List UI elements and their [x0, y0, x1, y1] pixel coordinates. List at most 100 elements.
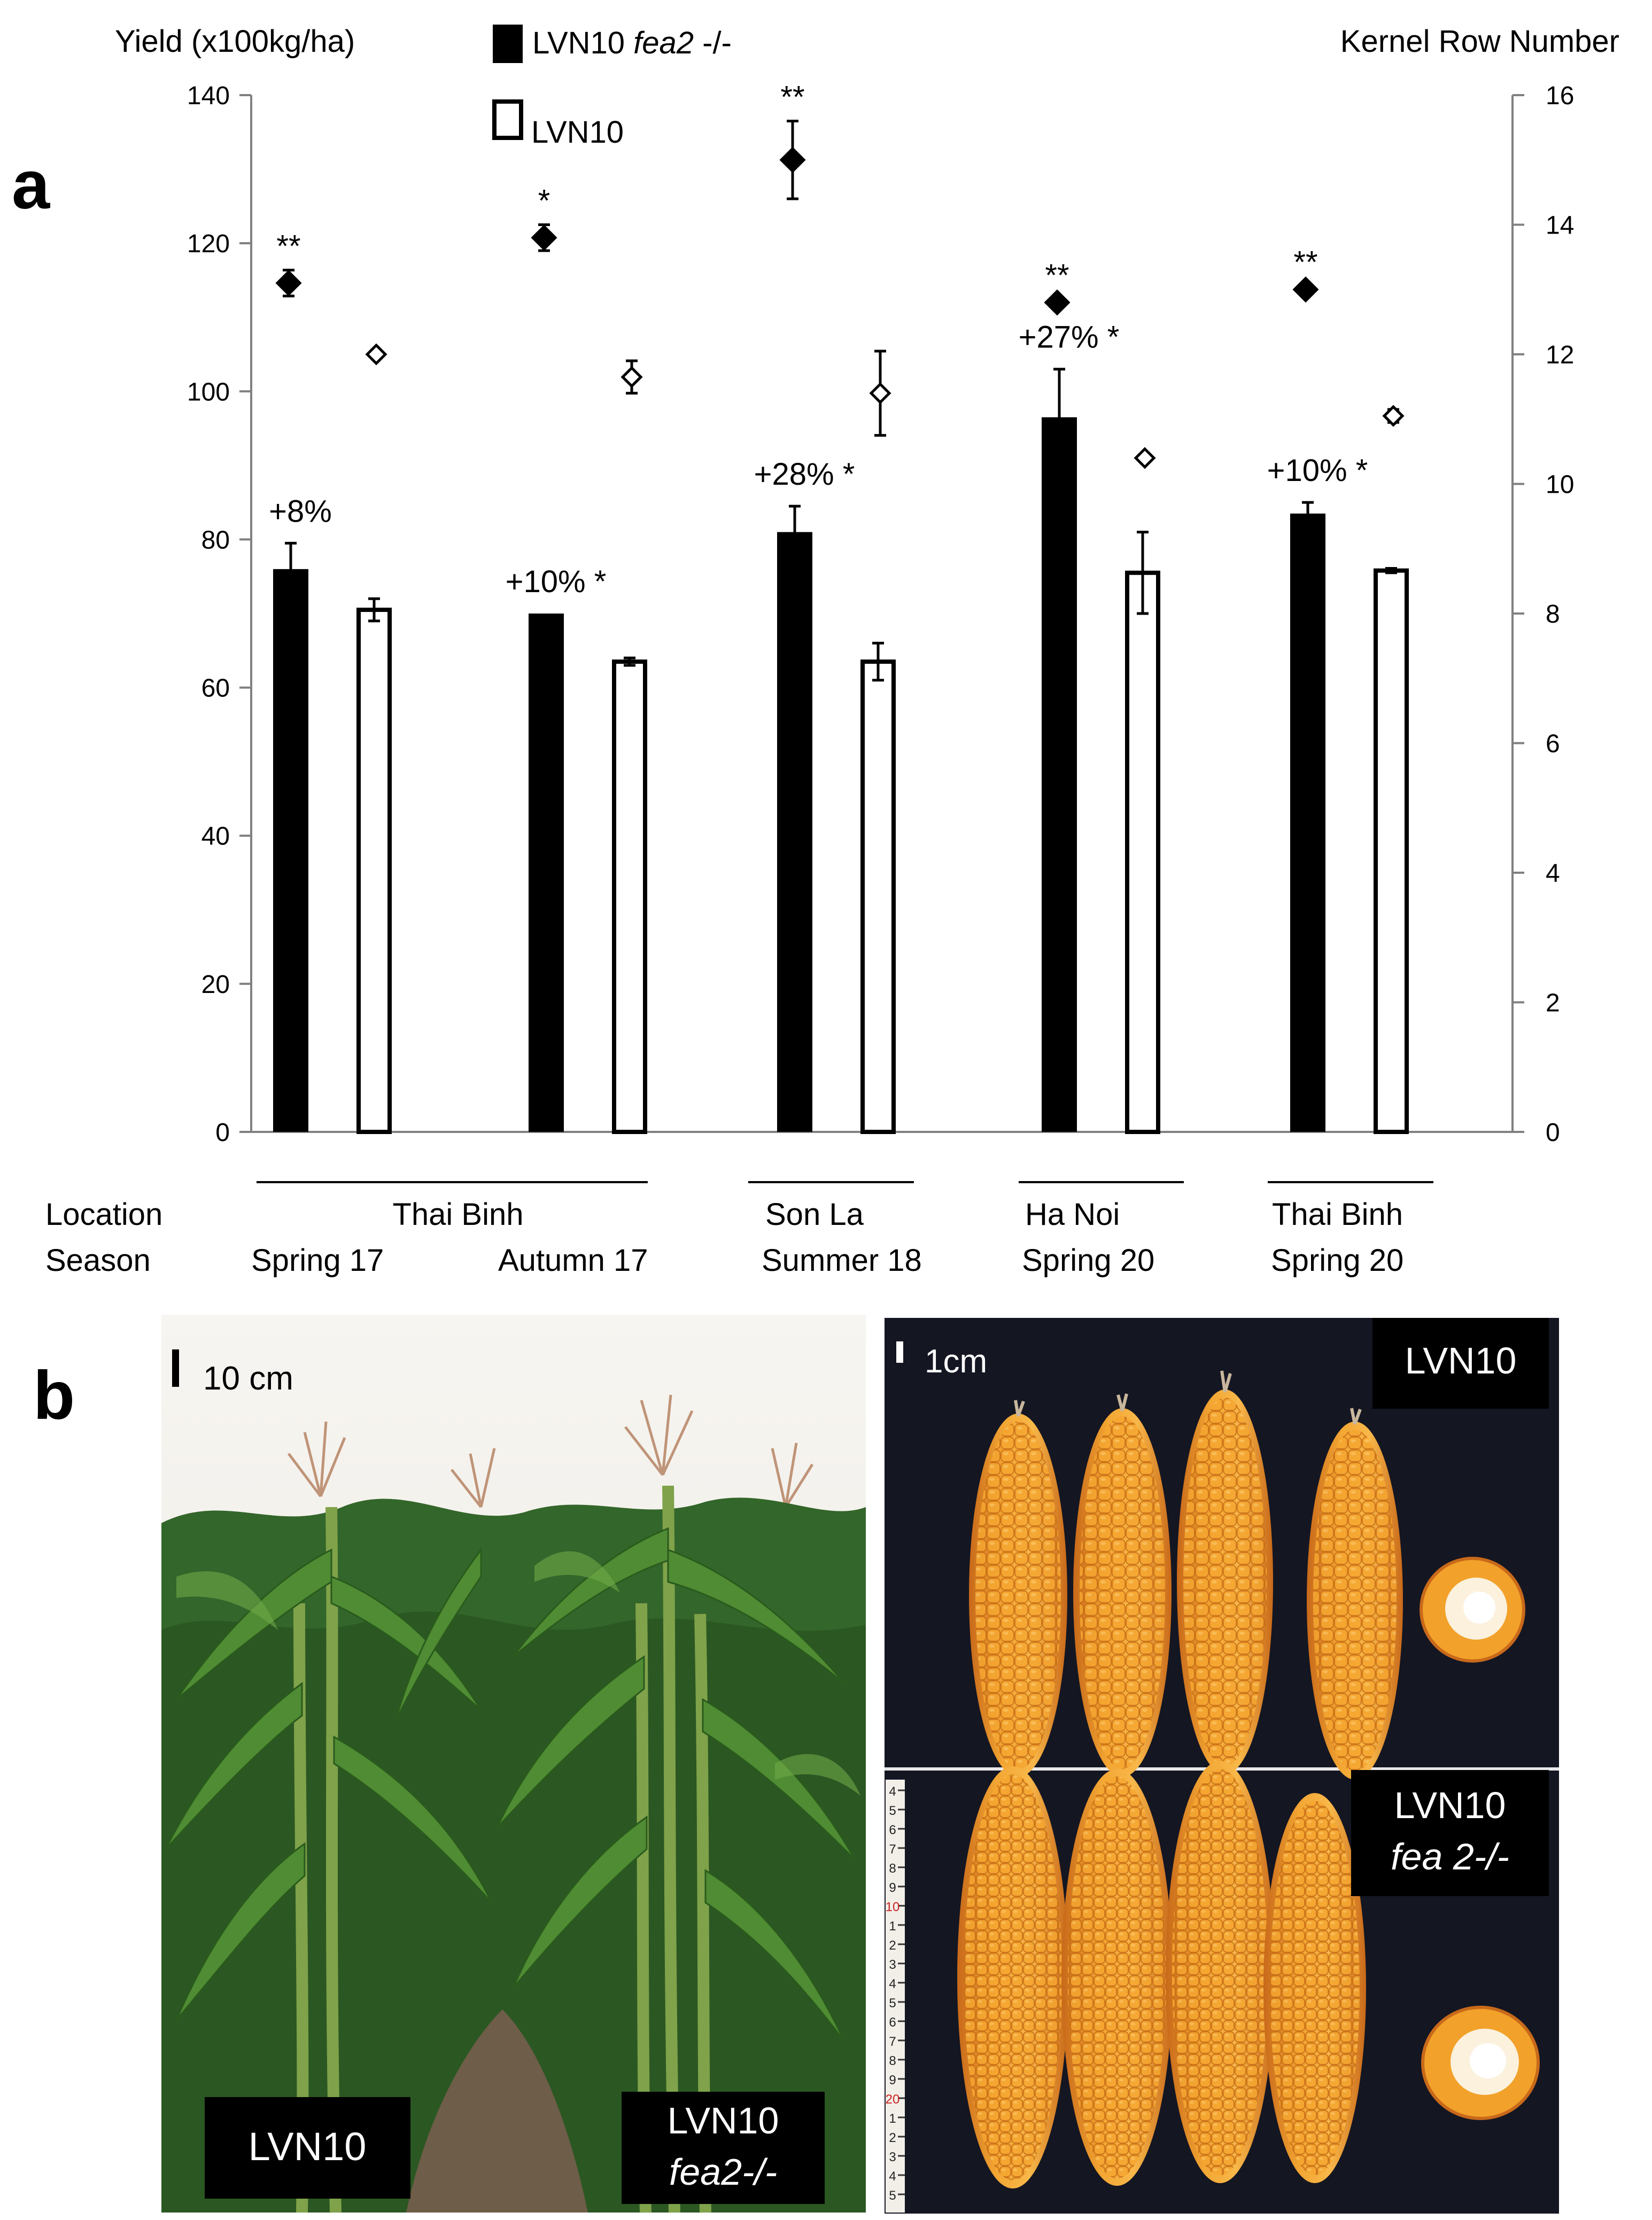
marker-krn-wildtype	[621, 366, 643, 388]
row-significance-annotation: **	[1045, 258, 1069, 293]
bar-mutant	[1042, 417, 1077, 1132]
ruler-digit: 9	[889, 1881, 896, 1895]
plant-label-right-line1: LVN10	[668, 2100, 779, 2141]
panel-b-label: b	[33, 1357, 75, 1434]
right-tick-label: 4	[1546, 859, 1560, 888]
left-tick-label: 20	[201, 971, 230, 999]
marker-krn-wildtype	[869, 382, 891, 405]
bar-percent-annotation: +10% *	[1267, 453, 1368, 488]
left-tick-label: 60	[201, 674, 230, 703]
season-label: Spring 17	[251, 1243, 384, 1278]
ruler-digit: 20	[886, 2092, 900, 2107]
ruler-digit: 4	[889, 1977, 896, 1991]
kernel-row-series	[275, 120, 1405, 469]
ruler-digit: 5	[889, 2188, 896, 2203]
left-tick-label: 40	[201, 822, 230, 851]
ruler-digit: 8	[889, 2054, 896, 2068]
left-tick-label: 100	[187, 378, 230, 406]
right-tick-label: 12	[1546, 341, 1574, 369]
plant-label-box-right	[622, 2092, 825, 2204]
ruler-digit: 2	[889, 1938, 896, 1953]
ruler-digit: 4	[889, 2169, 896, 2184]
season-label: Spring 20	[1271, 1243, 1403, 1278]
wildtype-ears	[969, 1370, 1525, 1780]
right-tick-label: 0	[1546, 1119, 1560, 1147]
ear-label-bottom-line2: fea 2-/-	[1391, 1836, 1509, 1877]
panel-a-label: a	[12, 147, 50, 223]
left-tick-label: 0	[215, 1119, 230, 1147]
right-axis-ticks: 0 2 4 6 8 10 12 14 16	[1513, 82, 1574, 1147]
yield-chart: a Yield (x100kg/ha) Kernel Row Number LV…	[12, 24, 1619, 1278]
ear-scale-label: 1cm	[925, 1343, 987, 1380]
photo-panel: b	[33, 1315, 1559, 2214]
maize-ears-photo: 4 5 6 7 8 9 10 1 2 3 4 5 6 7 8 9 20 1 2 3 4 5 1cm LVN10 LVN10…	[885, 1318, 1559, 2214]
bar-mutant	[1290, 513, 1325, 1132]
season-row-label: Season	[45, 1243, 151, 1278]
bar-wildtype	[1374, 568, 1409, 1134]
ear-label-top: LVN10	[1405, 1340, 1517, 1381]
left-tick-label: 140	[187, 82, 230, 110]
plant-scale-bar	[172, 1349, 179, 1387]
left-tick-label: 80	[201, 526, 230, 554]
ear-label-bottom-line1: LVN10	[1394, 1784, 1506, 1826]
plant-label-right-line2: fea2-/-	[669, 2151, 777, 2193]
ruler-digit: 6	[889, 2015, 896, 2030]
ruler-digit: 2	[889, 2131, 896, 2145]
marker-krn-mutant	[779, 146, 806, 173]
ruler-digit: 5	[889, 1996, 896, 2011]
bar-percent-annotation: +27% *	[1019, 320, 1120, 355]
bar-percent-annotation: +28% *	[754, 457, 855, 492]
marker-krn-mutant	[275, 270, 302, 297]
marker-krn-mutant	[1292, 276, 1319, 303]
right-tick-label: 10	[1546, 471, 1574, 499]
ruler-digit: 1	[889, 1919, 896, 1934]
location-label: Thai Binh	[392, 1197, 523, 1232]
right-tick-label: 6	[1546, 730, 1560, 758]
ruler-digit: 4	[889, 1784, 896, 1799]
marker-krn-mutant	[531, 224, 557, 251]
ruler-digit: 6	[889, 1823, 896, 1837]
legend-swatch-wildtype	[492, 99, 523, 140]
bar-wildtype	[356, 608, 392, 1134]
legend-label-wildtype: LVN10	[531, 115, 624, 150]
bar-series	[273, 368, 1409, 1134]
marker-krn-mutant	[1044, 289, 1071, 316]
ruler-digit: 9	[889, 2073, 896, 2087]
ruler-digit: 3	[889, 1958, 896, 1972]
plant-scale-label: 10 cm	[203, 1360, 293, 1397]
ear-label-box-top	[1372, 1318, 1549, 1409]
ruler-digit: 3	[889, 2150, 896, 2164]
season-label: Autumn 17	[498, 1243, 648, 1278]
mutant-ears	[957, 1761, 1540, 2188]
maize-plants-photo: 10 cm LVN10 LVN10 fea2-/-	[161, 1315, 866, 2213]
legend-label-mutant: LVN10 fea2 -/-	[532, 26, 732, 60]
significance-annotations: +8% ** +10% * * +28% * ** +27% * ** +10% * **	[269, 80, 1368, 600]
row-significance-annotation: **	[276, 229, 300, 263]
ruler-digit: 7	[889, 1842, 896, 1857]
ear-scale-bar	[896, 1341, 903, 1363]
row-significance-annotation: *	[538, 184, 550, 219]
plant-label-left: LVN10	[249, 2124, 367, 2169]
season-label: Summer 18	[762, 1243, 922, 1278]
marker-krn-wildtype	[1134, 447, 1156, 469]
ruler-digit: 5	[889, 1804, 896, 1818]
marker-krn-wildtype	[365, 343, 387, 366]
location-label: Son La	[765, 1197, 864, 1232]
location-row-label: Location	[45, 1197, 162, 1232]
bar-wildtype	[860, 659, 896, 1134]
bar-mutant	[777, 532, 812, 1132]
right-tick-label: 8	[1546, 600, 1560, 628]
legend-swatch-mutant	[493, 25, 523, 63]
ruler-digit: 1	[889, 2112, 896, 2126]
left-tick-label: 120	[187, 230, 230, 258]
row-significance-annotation: **	[1293, 245, 1317, 280]
bar-mutant	[273, 569, 308, 1132]
bar-mutant	[529, 614, 564, 1132]
left-axis-title: Yield (x100kg/ha)	[115, 24, 355, 59]
bar-wildtype	[612, 659, 647, 1134]
marker-krn-wildtype	[1382, 405, 1405, 427]
ruler-digit: 8	[889, 1861, 896, 1876]
ruler: 4 5 6 7 8 9 10 1 2 3 4 5 6 7 8 9 20 1 2 3 4 5	[886, 1780, 905, 2213]
location-label: Thai Binh	[1272, 1197, 1403, 1232]
